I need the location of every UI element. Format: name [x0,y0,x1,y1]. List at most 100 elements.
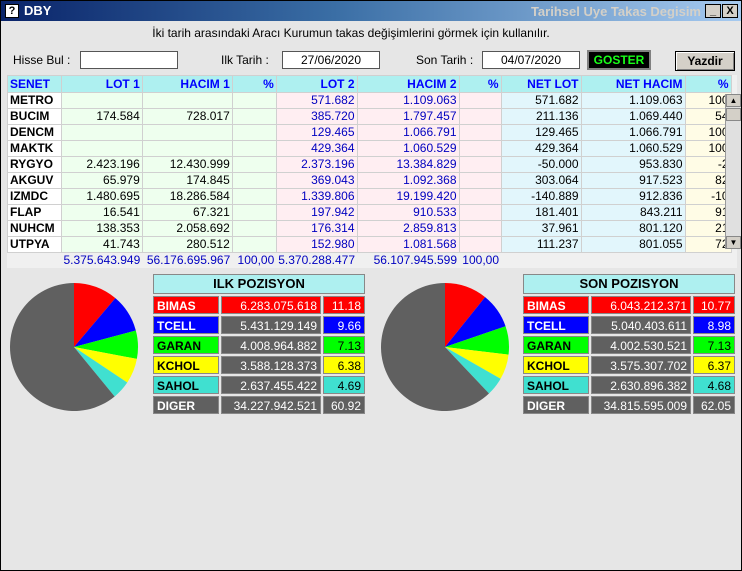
column-header[interactable]: % [684,75,732,93]
pozisyon-value: 6.283.075.618 [221,296,321,314]
table-cell [141,124,233,141]
takas-table: SENET LOT 1 HACIM 1% LOT 2 HACIM 2% NET LOT NE… [7,75,732,268]
pozisyon-name: KCHOL [523,356,589,374]
pozisyon-row: BIMAS 6.043.212.371 10.77 [523,296,735,314]
table-cell: 18.286.584 [141,188,233,205]
pozisyon-name: GARAN [153,336,219,354]
table-cell [458,92,502,109]
table-cell: 176.314 [275,220,358,237]
ilk-tarih-input[interactable]: 27/06/2020 [282,51,380,69]
column-header[interactable]: LOT 2 [275,75,358,93]
table-cell: 37.961 [500,220,582,237]
table-cell [458,140,502,157]
table-cell: 67.321 [141,204,233,221]
title-bar[interactable]: ? DBY Tarihsel Uye Takas Degisim _ X [1,1,741,21]
pozisyon-pct: 6.37 [693,356,735,374]
table-cell: 280.512 [141,236,233,253]
minimize-button[interactable]: _ [705,4,721,18]
table-cell: 1.066.791 [580,124,686,141]
table-row[interactable]: METRO 571.682 1.109.063 571.682 1.109.063 100 [7,92,732,109]
table-cell [458,188,502,205]
column-header[interactable]: SENET [7,75,62,93]
table-cell [231,156,277,173]
table-cell [458,204,502,221]
table-cell: 1.339.806 [275,188,358,205]
table-row[interactable]: RYGYO 2.423.196 12.430.999 2.373.196 13.384.… [7,156,732,173]
table-cell: 571.682 [500,92,582,109]
table-cell: -2 [684,156,732,173]
pozisyon-row: DIGER 34.227.942.521 60.92 [153,396,365,414]
table-cell: 2.058.692 [141,220,233,237]
table-row[interactable]: IZMDC 1.480.695 18.286.584 1.339.806 19.199.… [7,188,732,205]
hisse-search-input[interactable] [80,51,178,69]
total-cell [7,252,62,268]
table-cell: 385.720 [275,108,358,125]
table-cell: 1.066.791 [356,124,460,141]
app-icon: ? [5,4,19,18]
table-cell: 910.533 [356,204,460,221]
pozisyon-name: BIMAS [153,296,219,314]
goster-button[interactable]: GOSTER [587,50,651,70]
grid-scrollbar[interactable]: ▲ ▼ [725,94,741,249]
son-tarih-input[interactable]: 04/07/2020 [482,51,580,69]
table-cell: UTPYA [7,236,62,253]
pozisyon-value: 4.002.530.521 [591,336,691,354]
scroll-up-icon[interactable]: ▲ [726,94,741,107]
scroll-down-icon[interactable]: ▼ [726,236,741,249]
pozisyon-row: DIGER 34.815.595.009 62.05 [523,396,735,414]
table-cell: 174.584 [61,108,143,125]
table-row[interactable]: MAKTK 429.364 1.060.529 429.364 1.060.529 100 [7,140,732,157]
table-row[interactable]: UTPYA 41.743 280.512 152.980 1.081.568 111.23… [7,236,732,253]
column-header[interactable]: % [231,75,277,93]
pozisyon-row: TCELL 5.431.129.149 9.66 [153,316,365,334]
pozisyon-value: 6.043.212.371 [591,296,691,314]
table-cell: 912.836 [580,188,686,205]
total-cell: 56.107.945.599 [357,252,459,268]
column-header[interactable]: LOT 1 [61,75,143,93]
pozisyon-row: SAHOL 2.630.896.382 4.68 [523,376,735,394]
totals-row: 5.375.643.949 56.176.695.967 100,00 5.370.2… [7,252,731,268]
table-row[interactable]: FLAP 16.541 67.321 197.942 910.533 181.401 843… [7,204,732,221]
total-cell [581,252,685,268]
pozisyon-pct: 6.38 [323,356,365,374]
ilk-tarih-label: Ilk Tarih : [221,53,269,67]
close-button[interactable]: X [722,4,738,18]
column-header[interactable]: HACIM 2 [356,75,460,93]
column-header[interactable]: NET LOT [500,75,582,93]
table-cell: 2.859.813 [356,220,460,237]
table-cell: 801.055 [580,236,686,253]
table-row[interactable]: BUCIM 174.584 728.017 385.720 1.797.457 211.1… [7,108,732,125]
pozisyon-pct: 4.69 [323,376,365,394]
table-cell: 129.465 [500,124,582,141]
scroll-thumb[interactable] [726,108,741,121]
column-header[interactable]: HACIM 1 [141,75,233,93]
help-text: İki tarih arasındaki Aracı Kurumun takas… [152,26,550,40]
pozisyon-row: SAHOL 2.637.455.422 4.69 [153,376,365,394]
table-row[interactable]: AKGUV 65.979 174.845 369.043 1.092.368 303.06… [7,172,732,189]
column-header[interactable]: % [458,75,502,93]
table-row[interactable]: DENCM 129.465 1.066.791 129.465 1.066.791 100 [7,124,732,141]
table-cell: 211.136 [500,108,582,125]
pozisyon-name: TCELL [523,316,589,334]
table-cell: 197.942 [275,204,358,221]
total-cell [501,252,581,268]
table-cell: -140.889 [500,188,582,205]
table-cell: 91 [684,204,732,221]
pozisyon-value: 5.040.403.611 [591,316,691,334]
table-cell: FLAP [7,204,62,221]
yazdir-button[interactable]: Yazdir [675,51,735,71]
pozisyon-name: SAHOL [523,376,589,394]
table-cell: 571.682 [275,92,358,109]
pie-slice-bimas [74,283,116,347]
pie-slice-diger [381,283,489,411]
ilk-pozisyon-pie-chart [9,283,138,411]
pozisyon-pct: 60.92 [323,396,365,414]
table-cell: 843.211 [580,204,686,221]
pozisyon-name: KCHOL [153,356,219,374]
column-header[interactable]: NET HACIM [580,75,686,93]
pozisyon-pct: 8.98 [693,316,735,334]
table-cell [61,140,143,157]
table-row[interactable]: NUHCM 138.353 2.058.692 176.314 2.859.813 37.… [7,220,732,237]
pie-slice-kchol [445,347,509,379]
table-cell: METRO [7,92,62,109]
